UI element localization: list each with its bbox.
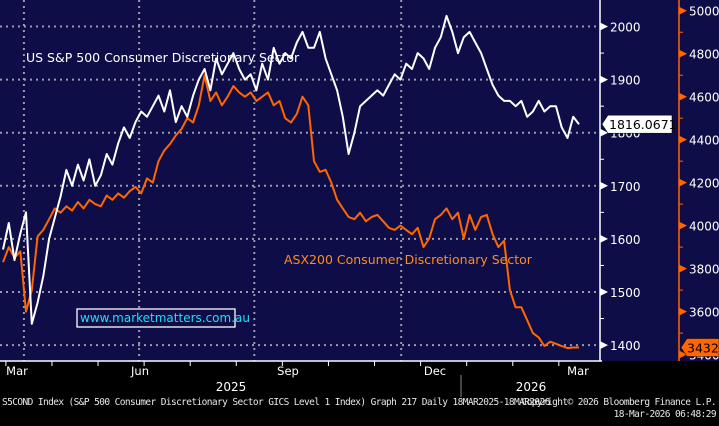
x-axis-month-label: Mar [6, 364, 28, 378]
right-axis-tick-label: 4000 [689, 220, 719, 234]
right-axis-tick-marker [679, 221, 687, 230]
us-last-value-tag: 1816.0671 [601, 114, 677, 134]
right-axis-tick-label: 4800 [689, 48, 719, 62]
asx-series-annotation: ASX200 Consumer Discretionary Sector [284, 252, 533, 267]
us-series-annotation: US S&P 500 Consumer Discretionary Sector [26, 50, 300, 65]
left-axis-tick-label: 1400 [610, 339, 641, 353]
website-box[interactable] [76, 308, 236, 328]
right-axis-tick-marker [679, 264, 687, 273]
us-series-line [2, 14, 580, 325]
x-axis-year-label: 2025 [216, 380, 247, 394]
asx-last-value-tag: 3432.7 [680, 338, 719, 357]
us-last-value: 1816.0671 [609, 117, 677, 132]
asx-last-value-flag [680, 338, 719, 357]
us-last-value-flag [601, 114, 673, 134]
left-axis-tick-marker [600, 287, 608, 296]
right-axis-tick-marker [679, 350, 687, 359]
right-axis-tick-marker [679, 6, 687, 15]
x-axis-month-label: Dec [424, 364, 446, 378]
x-axis-month-label: Jun [130, 364, 149, 378]
left-axis-tick-marker [600, 341, 608, 350]
left-axis-tick-label: 1500 [610, 286, 641, 300]
right-axis-background [600, 0, 719, 361]
axis-layer: 1400150016001700180019002000340036003800… [0, 0, 719, 397]
left-axis-tick-marker [600, 234, 608, 243]
footer-copyright: Copyright© 2026 Bloomberg Finance L.P. [521, 397, 716, 408]
grid-layer [0, 0, 600, 361]
right-axis-tick-marker [679, 135, 687, 144]
right-axis-tick-label: 4600 [689, 91, 719, 105]
series-layer [2, 14, 580, 350]
x-axis-year-label: 2026 [516, 380, 547, 394]
left-axis-tick-label: 2000 [610, 21, 641, 35]
right-axis-tick-label: 3600 [689, 306, 719, 320]
right-axis-tick-marker [679, 178, 687, 187]
right-axis-tick-label: 3800 [689, 263, 719, 277]
left-axis-tick-marker [600, 75, 608, 84]
asx-last-value: 3432.7 [687, 341, 719, 356]
right-axis-tick-label: 4200 [689, 177, 719, 191]
asx-series-line [2, 74, 579, 350]
footer-description: S5COND Index (S&P 500 Consumer Discretio… [2, 397, 550, 408]
right-axis-tick-marker [679, 307, 687, 316]
x-axis-month-label: Mar [567, 364, 589, 378]
x-axis-month-label: Sep [277, 364, 299, 378]
right-axis-tick-label: 4400 [689, 134, 719, 148]
right-axis-tick-marker [679, 92, 687, 101]
footer-copyright-block: Copyright© 2026 Bloomberg Finance L.P. 1… [521, 397, 716, 421]
left-axis-tick-label: 1700 [610, 180, 641, 194]
left-axis-tick-label: 1600 [610, 233, 641, 247]
left-axis-tick-marker [600, 181, 608, 190]
left-axis-tick-marker [600, 128, 608, 137]
left-axis-tick-label: 1900 [610, 74, 641, 88]
website-link[interactable]: www.marketmatters.com.au [80, 311, 250, 325]
footer-timestamp: 18-Mar-2026 06:48:29 [613, 409, 717, 420]
right-axis-tick-marker [679, 49, 687, 58]
right-axis-tick-label: 5000 [689, 5, 719, 19]
left-axis-tick-marker [600, 22, 608, 31]
plot-background [0, 0, 600, 361]
